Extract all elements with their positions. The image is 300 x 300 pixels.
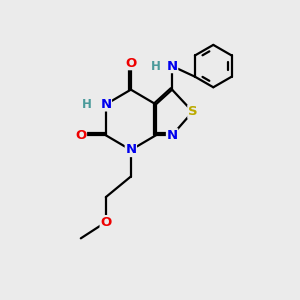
Text: N: N — [167, 60, 178, 73]
Text: N: N — [167, 129, 178, 142]
Text: H: H — [151, 60, 161, 73]
Text: O: O — [100, 216, 112, 229]
Text: N: N — [125, 143, 136, 157]
Text: O: O — [75, 129, 86, 142]
Text: S: S — [188, 105, 197, 118]
Text: O: O — [125, 57, 136, 70]
Text: N: N — [100, 98, 111, 111]
Text: H: H — [82, 98, 92, 111]
